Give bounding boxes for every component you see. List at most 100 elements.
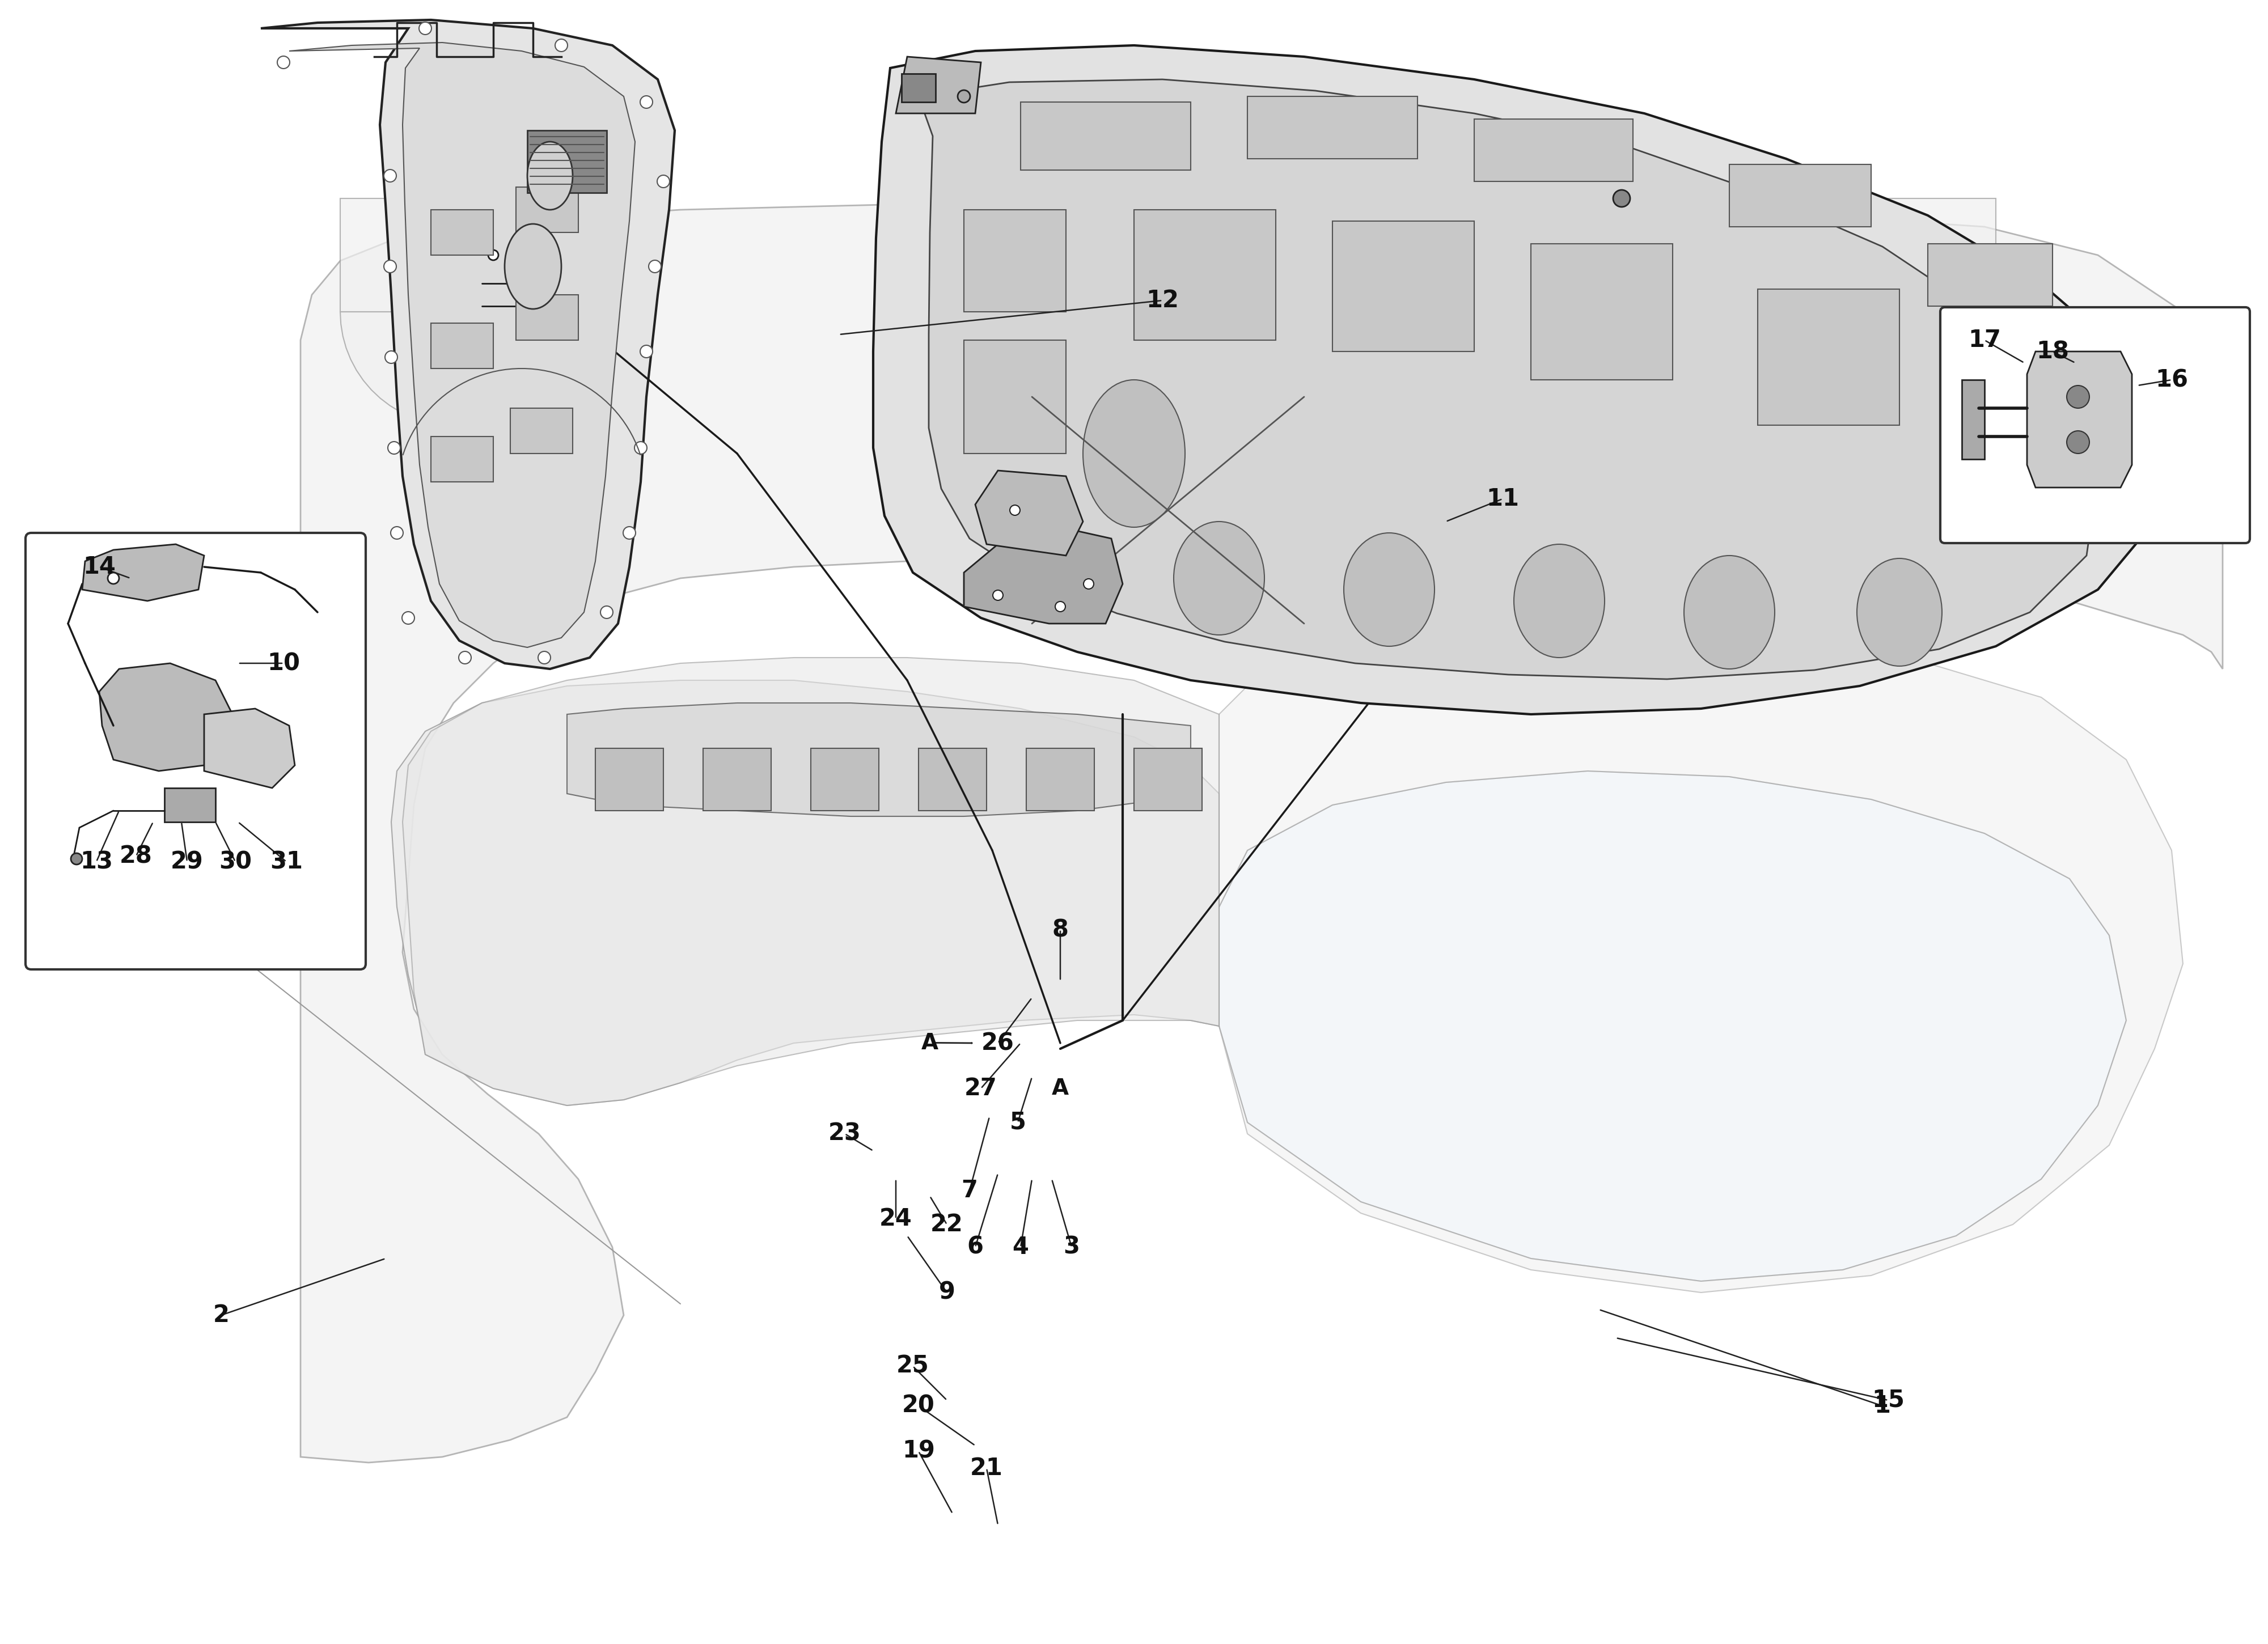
Ellipse shape	[624, 526, 635, 539]
Ellipse shape	[601, 607, 612, 618]
Polygon shape	[1531, 243, 1674, 380]
Text: 28: 28	[120, 843, 152, 868]
Polygon shape	[1730, 164, 1871, 227]
Polygon shape	[163, 787, 215, 822]
Ellipse shape	[1175, 521, 1266, 635]
Polygon shape	[1247, 97, 1417, 159]
Ellipse shape	[420, 21, 431, 35]
Text: 17: 17	[1969, 329, 2000, 352]
FancyBboxPatch shape	[1941, 307, 2250, 543]
Text: 4: 4	[1012, 1235, 1030, 1259]
Text: 2: 2	[213, 1304, 229, 1327]
Text: 31: 31	[270, 850, 304, 873]
Polygon shape	[975, 470, 1084, 556]
Ellipse shape	[640, 345, 653, 358]
Ellipse shape	[2066, 431, 2089, 454]
Text: A: A	[921, 1032, 939, 1054]
Polygon shape	[1955, 352, 2082, 482]
Polygon shape	[1134, 210, 1275, 340]
Ellipse shape	[556, 39, 567, 51]
Ellipse shape	[1084, 380, 1184, 528]
Ellipse shape	[993, 590, 1002, 600]
Ellipse shape	[383, 169, 397, 182]
Text: 26: 26	[982, 1031, 1014, 1055]
Ellipse shape	[1343, 533, 1436, 646]
Polygon shape	[1220, 630, 2182, 1292]
Text: 18: 18	[2037, 340, 2068, 363]
Polygon shape	[517, 187, 578, 232]
Text: 20: 20	[903, 1394, 934, 1417]
Ellipse shape	[649, 260, 662, 273]
Ellipse shape	[1857, 559, 1941, 666]
Ellipse shape	[658, 176, 669, 187]
Ellipse shape	[1055, 602, 1066, 612]
Text: 21: 21	[971, 1457, 1002, 1480]
Polygon shape	[703, 748, 771, 810]
Polygon shape	[100, 663, 234, 771]
Ellipse shape	[640, 95, 653, 109]
Text: 3: 3	[1064, 1235, 1080, 1259]
Ellipse shape	[277, 56, 290, 69]
Ellipse shape	[1613, 191, 1631, 207]
Polygon shape	[1134, 748, 1202, 810]
Text: 30: 30	[218, 850, 252, 873]
Polygon shape	[340, 199, 567, 426]
Ellipse shape	[388, 442, 399, 454]
Text: 27: 27	[964, 1077, 998, 1100]
FancyBboxPatch shape	[25, 533, 365, 970]
Ellipse shape	[526, 141, 572, 210]
Polygon shape	[261, 20, 676, 669]
Ellipse shape	[503, 224, 562, 309]
Polygon shape	[1025, 748, 1093, 810]
Polygon shape	[1962, 380, 1984, 459]
Polygon shape	[465, 238, 562, 324]
Text: 15: 15	[1871, 1388, 1905, 1412]
Ellipse shape	[109, 572, 118, 584]
Polygon shape	[431, 210, 494, 255]
Polygon shape	[510, 408, 572, 454]
Text: 16: 16	[2155, 368, 2189, 391]
Text: 13: 13	[79, 850, 113, 873]
Ellipse shape	[1683, 556, 1774, 669]
Ellipse shape	[538, 651, 551, 664]
Ellipse shape	[383, 260, 397, 273]
Text: 11: 11	[1486, 487, 1520, 511]
Polygon shape	[812, 748, 880, 810]
Polygon shape	[431, 324, 494, 368]
Text: 24: 24	[880, 1207, 912, 1231]
Text: 29: 29	[170, 850, 204, 873]
Text: 1: 1	[1873, 1394, 1892, 1417]
Polygon shape	[526, 130, 608, 192]
Text: 25: 25	[896, 1355, 930, 1378]
Polygon shape	[1334, 220, 1474, 352]
Ellipse shape	[390, 526, 404, 539]
Polygon shape	[1758, 289, 1901, 426]
Text: 7: 7	[962, 1179, 978, 1202]
Text: 9: 9	[939, 1281, 955, 1304]
Ellipse shape	[2066, 385, 2089, 408]
Polygon shape	[964, 340, 1066, 454]
Polygon shape	[903, 74, 937, 102]
Polygon shape	[517, 294, 578, 340]
Polygon shape	[1021, 102, 1191, 169]
Polygon shape	[1746, 199, 1996, 447]
Ellipse shape	[401, 612, 415, 625]
Polygon shape	[299, 201, 2223, 1463]
Polygon shape	[594, 748, 662, 810]
Ellipse shape	[957, 90, 971, 102]
Text: 6: 6	[966, 1235, 984, 1259]
Polygon shape	[290, 43, 635, 648]
Text: 8: 8	[1052, 917, 1068, 942]
Polygon shape	[204, 709, 295, 787]
Ellipse shape	[70, 853, 82, 865]
Polygon shape	[919, 748, 987, 810]
Polygon shape	[82, 544, 204, 602]
Text: 19: 19	[903, 1440, 934, 1463]
Text: 10: 10	[268, 651, 299, 676]
Polygon shape	[964, 528, 1123, 623]
Polygon shape	[431, 437, 494, 482]
Text: A: A	[1052, 1078, 1068, 1100]
Ellipse shape	[1084, 579, 1093, 589]
Polygon shape	[404, 658, 1220, 1105]
Ellipse shape	[1009, 505, 1021, 515]
